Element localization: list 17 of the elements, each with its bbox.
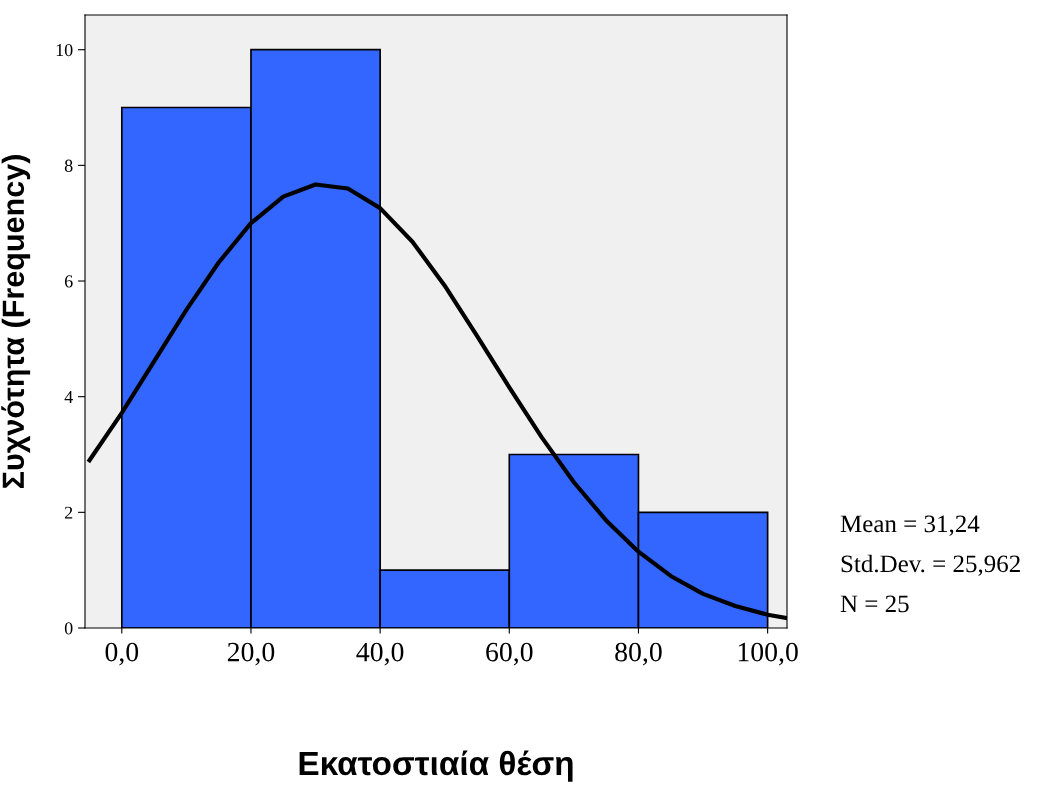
text: Std.Dev. = 25,962 [841, 554, 1020, 576]
y-axis-title: Συχνότητα (Frequency) [1, 155, 31, 489]
y-tick-label: 4 [64, 391, 73, 403]
x-tick-label: 0,0 [105, 642, 139, 666]
x-tick-label: 60,0 [486, 642, 533, 666]
y-tick-label: 0 [64, 622, 73, 635]
x-axis-title: Εκατοστιαία θέση [299, 750, 573, 782]
x-tick-label: 100,0 [738, 642, 798, 666]
text: Mean = 31,24 [840, 515, 980, 536]
x-tick-label: 40,0 [356, 642, 404, 666]
text: N = 25 [840, 595, 909, 613]
x-tick-label: 20,0 [227, 642, 275, 666]
x-tick-label: 80,0 [615, 642, 662, 666]
y-tick-label: 6 [64, 275, 73, 288]
y-tick-label: 8 [64, 159, 73, 172]
y-tick-label: 2 [64, 506, 73, 519]
y-tick-label: 10 [56, 43, 73, 57]
